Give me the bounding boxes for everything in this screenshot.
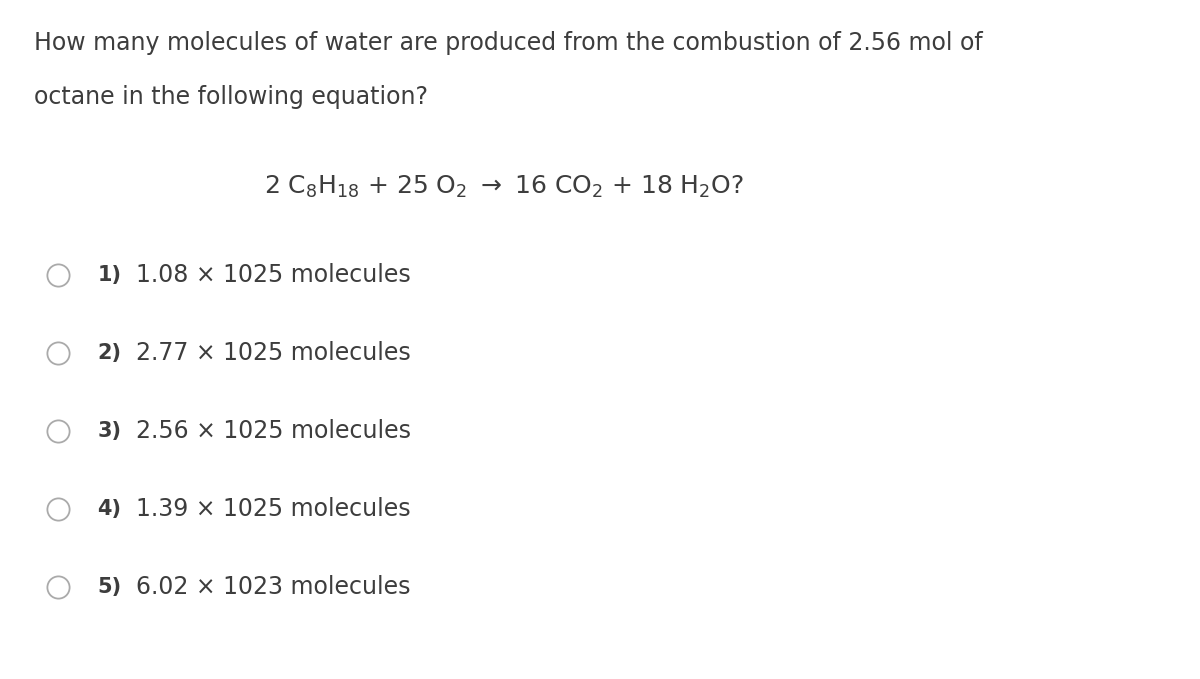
Text: 6.02 × 1023 molecules: 6.02 × 1023 molecules [136,575,410,600]
Text: 2.77 × 1025 molecules: 2.77 × 1025 molecules [136,341,410,365]
Text: 1.08 × 1025 molecules: 1.08 × 1025 molecules [136,263,410,287]
Text: 2.56 × 1025 molecules: 2.56 × 1025 molecules [136,419,410,443]
Text: 2): 2) [97,343,121,363]
Text: octane in the following equation?: octane in the following equation? [34,85,427,109]
Text: How many molecules of water are produced from the combustion of 2.56 mol of: How many molecules of water are produced… [34,31,983,54]
Text: 5): 5) [97,577,121,598]
Text: 3): 3) [97,421,121,441]
Text: 1): 1) [97,265,121,285]
Text: 2 C$_8$H$_{18}$ + 25 O$_2$ $\rightarrow$ 16 CO$_2$ + 18 H$_2$O?: 2 C$_8$H$_{18}$ + 25 O$_2$ $\rightarrow$… [264,174,744,200]
Text: 4): 4) [97,499,121,519]
Text: 1.39 × 1025 molecules: 1.39 × 1025 molecules [136,497,410,521]
